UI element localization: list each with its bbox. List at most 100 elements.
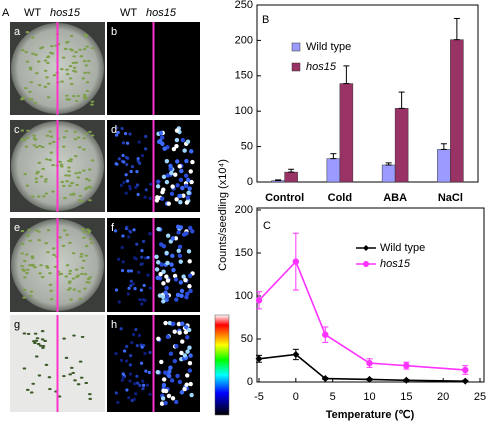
luminescence-spot — [129, 279, 133, 283]
seedling — [73, 154, 78, 158]
seedling — [64, 130, 69, 133]
luminescence-spot — [144, 369, 148, 373]
luminescence-spot — [166, 393, 172, 399]
seedling — [83, 287, 87, 290]
seedling — [25, 136, 30, 139]
seedling — [25, 31, 30, 34]
seedling — [33, 266, 37, 269]
luminescence-spot — [124, 155, 129, 160]
seedling — [72, 334, 76, 337]
seedling — [74, 172, 78, 175]
luminescence-spot — [171, 321, 176, 326]
seedling — [72, 66, 77, 69]
luminescence-spot — [165, 294, 170, 299]
data-point — [461, 377, 469, 385]
luminescence-spot — [140, 302, 144, 306]
seedling — [86, 59, 91, 63]
luminescence-spot — [183, 330, 189, 335]
luminescence-spot — [148, 196, 152, 200]
seedling — [74, 51, 78, 54]
luminescence-spot — [182, 148, 187, 153]
luminescence-spot — [120, 268, 125, 273]
panel-label: A — [2, 7, 10, 19]
luminescence-spot — [136, 381, 140, 385]
luminescence-spot — [188, 288, 193, 294]
luminescence-spot — [174, 137, 180, 143]
luminescence-spot — [121, 372, 125, 376]
luminescence-spot — [181, 193, 186, 198]
seedling — [44, 178, 48, 181]
luminescence-spot — [172, 273, 178, 279]
seedling — [73, 70, 78, 73]
luminescence-spot — [164, 297, 169, 303]
seedling — [76, 176, 81, 179]
data-point — [462, 366, 469, 374]
luminescence-spot — [174, 297, 179, 302]
seedling — [48, 387, 52, 391]
seedling — [60, 180, 65, 184]
luminescence-spot — [115, 133, 119, 137]
seedling — [66, 288, 71, 291]
luminescence-spot — [140, 345, 144, 349]
seedling — [72, 288, 77, 291]
y-tick-label: 100 — [235, 105, 253, 117]
luminescence-spot — [178, 200, 183, 205]
seedling — [45, 265, 49, 268]
luminescence-spot — [116, 400, 120, 404]
seedling — [68, 160, 73, 163]
seedling — [43, 59, 48, 62]
seedling — [61, 244, 66, 247]
seedling — [65, 264, 70, 267]
seedling — [60, 68, 64, 71]
seedling — [36, 342, 41, 346]
luminescence-spot — [127, 286, 131, 290]
seedling — [43, 85, 48, 88]
luminescence-spot — [126, 269, 131, 273]
seedling — [77, 146, 82, 149]
luminescence-spot — [184, 231, 189, 236]
seedling — [82, 93, 87, 96]
y-tick-label: 150 — [235, 247, 253, 259]
seedling — [47, 376, 52, 379]
seedling — [36, 170, 40, 173]
luminescence-spot — [164, 158, 170, 164]
seedling — [39, 175, 44, 178]
photo-panel: h — [107, 315, 200, 412]
luminescence-spot — [165, 233, 171, 238]
luminescence-spot — [188, 353, 193, 358]
seedling — [33, 332, 38, 335]
seedling — [25, 184, 30, 187]
seedling — [42, 195, 46, 198]
luminescence-spot — [144, 188, 148, 192]
seedling — [65, 94, 69, 97]
seedling — [49, 135, 54, 138]
seedling — [38, 144, 42, 148]
x-tick-label: 5 — [330, 391, 336, 403]
luminescence-spot — [146, 273, 150, 277]
luminescence-spot — [127, 235, 131, 239]
seedling — [84, 381, 89, 385]
seedling — [43, 339, 47, 343]
x-axis-title: Temperature (℃) — [326, 409, 415, 421]
seedling — [24, 253, 29, 256]
seedling — [44, 192, 49, 195]
luminescence-spot — [143, 256, 148, 260]
seedling — [59, 272, 64, 275]
seedling — [68, 65, 73, 68]
seedling — [22, 288, 27, 291]
luminescence-spot — [128, 132, 132, 136]
luminescence-spot — [180, 137, 186, 143]
luminescence-spot — [184, 324, 189, 330]
luminescence-spot — [137, 333, 142, 337]
bar — [450, 39, 464, 183]
y-tick-label: 250 — [235, 0, 253, 11]
seedling — [29, 294, 33, 298]
seedling — [45, 76, 49, 79]
seedling — [69, 158, 73, 161]
luminescence-spot — [134, 392, 138, 396]
seedling — [62, 229, 67, 232]
luminescence-spot — [128, 379, 132, 383]
seedling — [71, 94, 76, 98]
heading-mutant: hos15 — [146, 7, 177, 19]
seedling — [25, 268, 30, 271]
